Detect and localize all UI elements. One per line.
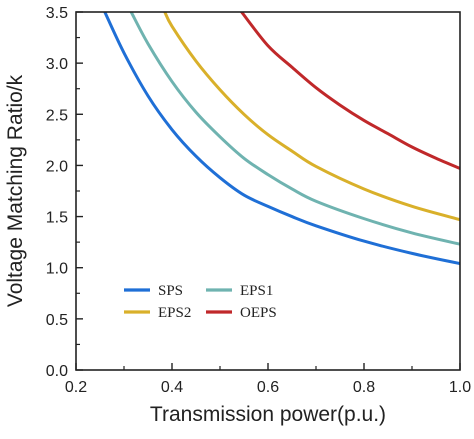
y-tick-label: 3.0 [46,56,68,73]
y-axis-title: Voltage Matching Ratio/k [4,74,27,307]
series-line-eps1 [129,12,460,246]
y-tick-label: 0.5 [46,312,68,329]
x-axis-title: Transmission power(p.u.) [150,403,386,426]
y-tick-label: 2.0 [46,158,68,175]
x-tick-label: 0.4 [161,379,183,396]
x-tick-label: 0.6 [257,379,279,396]
y-tick-label: 1.5 [46,210,68,227]
y-tick-label: 2.5 [46,107,68,124]
x-tick-label: 0.2 [65,379,87,396]
legend: SPS EPS1 EPS2 OEPS [124,283,277,321]
x-tick-label: 1.0 [449,379,471,396]
series-layer [103,12,460,266]
legend-label-eps1: EPS1 [240,283,273,299]
series-line-eps2 [163,12,460,222]
legend-label-oeps: OEPS [240,305,277,321]
y-tick-label: 1.0 [46,261,68,278]
y-tick-label: 3.5 [46,5,68,22]
series-line-sps [103,12,460,266]
y-tick-label: 0.0 [46,363,68,380]
legend-label-sps: SPS [158,283,183,299]
axes-layer: 0.2 0.4 0.6 0.8 1.0 0.0 0.5 1.0 1.5 2.0 2.5 3.0 3.5 [46,5,471,396]
series-line-oeps [240,12,460,170]
legend-label-eps2: EPS2 [158,305,191,321]
x-tick-label: 0.8 [353,379,375,396]
